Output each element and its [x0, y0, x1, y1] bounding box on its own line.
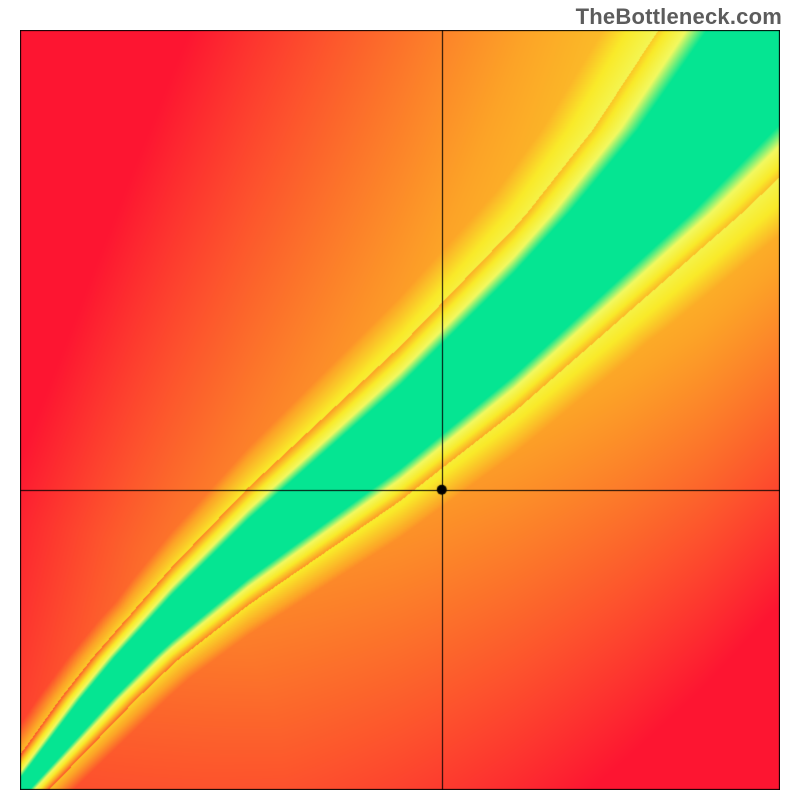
bottleneck-heatmap — [20, 30, 780, 790]
watermark-text: TheBottleneck.com — [576, 4, 782, 30]
